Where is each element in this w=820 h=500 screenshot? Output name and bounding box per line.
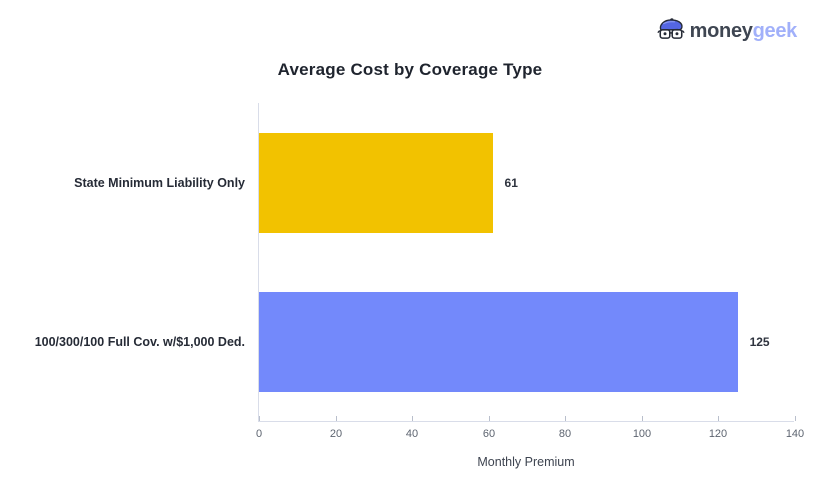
moneygeek-logo: moneygeek — [657, 18, 797, 44]
x-tick-label: 60 — [482, 428, 496, 440]
x-axis-label: Monthly Premium — [477, 455, 575, 469]
value-label: 125 — [749, 335, 770, 350]
x-tick-mark — [412, 416, 413, 421]
chart-title: Average Cost by Coverage Type — [277, 60, 543, 79]
value-label: 61 — [504, 175, 518, 190]
x-tick-mark — [718, 416, 719, 421]
x-tick-label: 40 — [405, 428, 419, 440]
brand-text-primary: money — [689, 20, 753, 42]
plot-area: 61 125 0 20 40 60 80 100 120 140 — [256, 103, 804, 440]
bar — [259, 132, 493, 233]
bar — [259, 292, 738, 393]
x-tick-mark — [336, 416, 337, 421]
category-label: State Minimum Liability Only — [74, 175, 245, 190]
x-tick-label: 0 — [255, 428, 263, 440]
x-tick-label: 80 — [558, 428, 572, 440]
x-tick-mark — [259, 416, 260, 421]
x-tick-label: 120 — [708, 428, 728, 440]
x-tick-mark — [565, 416, 566, 421]
brand-text-secondary: geek — [752, 20, 798, 42]
x-tick-label: 140 — [785, 428, 805, 440]
x-tick-label: 20 — [329, 428, 343, 440]
x-tick-mark — [642, 416, 643, 421]
geek-face-icon — [657, 18, 685, 39]
x-tick-label: 100 — [632, 428, 652, 440]
x-tick-mark — [795, 416, 796, 421]
category-label: 100/300/100 Full Cov. w/$1,000 Ded. — [34, 335, 245, 350]
x-tick-mark — [489, 416, 490, 421]
category-axis: State Minimum Liability Only 100/300/100 … — [0, 0, 245, 500]
